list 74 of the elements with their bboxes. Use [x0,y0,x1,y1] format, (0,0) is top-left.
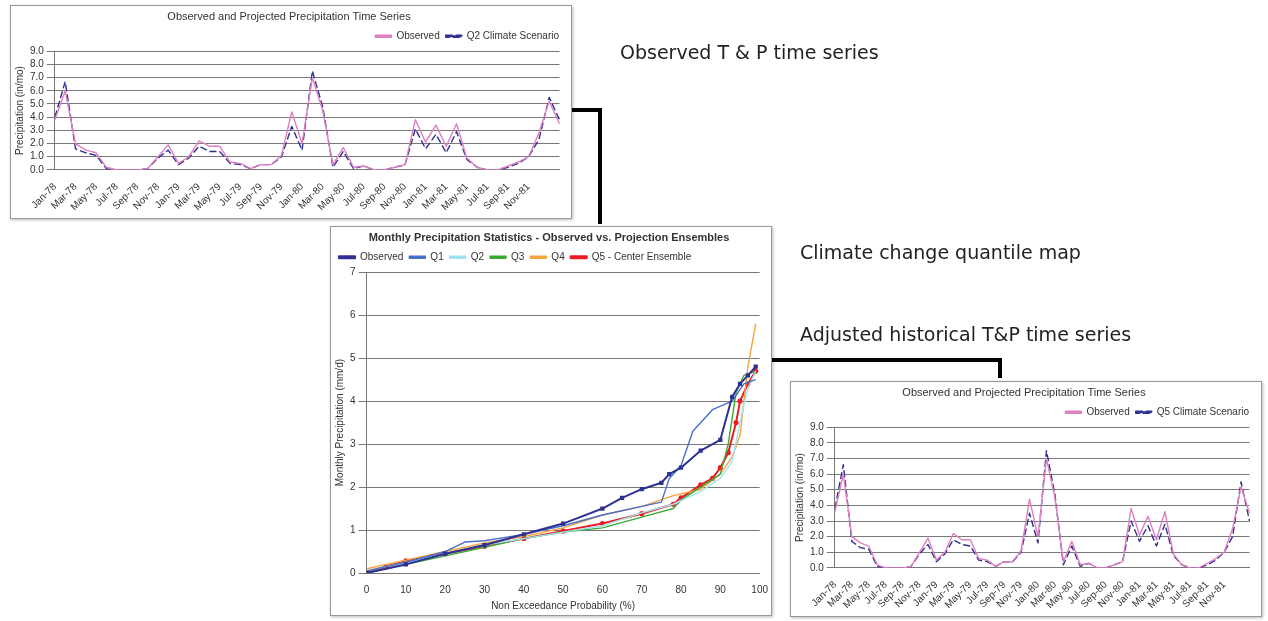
x-axis-title: Non Exceedance Probability (%) [491,599,636,611]
y-tick-label: 1 [350,523,356,535]
y-tick-label: 2.0 [810,530,825,542]
legend-label: Q4 [551,250,566,262]
point [403,562,408,567]
y-tick-label: 4.0 [30,110,45,122]
x-tick-label: 30 [478,583,491,595]
y-tick-label: 3.0 [810,514,825,526]
y-tick-label: 5 [350,351,356,363]
chart-title: Monthly Precipitation Statistics - Observed vs. Projection Ensembles [368,230,730,243]
y-tick-label: 8.0 [30,58,45,70]
y-tick-label: 7.0 [810,452,825,464]
point [718,437,723,442]
point [619,495,625,500]
x-tick-label: 0 [363,583,370,595]
y-tick-label: 9.0 [810,420,825,432]
point [730,394,735,399]
legend-label: Q3 [511,250,525,262]
x-tick-label: 10 [400,583,412,595]
y-tick-label: 1.0 [30,150,45,162]
y-tick-label: 7 [350,265,356,277]
x-tick-label: 80 [675,583,688,595]
y-tick-label: 5.0 [30,97,45,109]
legend-label: Observed [396,29,440,41]
text: Climate change quantile map [800,240,1082,265]
y-tick-label: 4.0 [810,499,825,511]
text: Adjusted historical T&P time series [800,322,1133,347]
y-tick-label: 1.0 [810,546,825,558]
legend-label: Q5 Climate Scenario [1156,405,1250,417]
point [659,480,664,485]
y-tick-label: 6 [350,308,356,320]
x-tick-label: 70 [636,583,648,595]
y-axis-title: Precipitation (in/mo) [13,66,25,156]
legend-label: Observed [360,250,404,262]
point [678,465,684,470]
x-tick-label: 60 [596,583,609,595]
point [560,521,566,526]
legend-label: Q2 Climate Scenario [466,29,560,41]
y-tick-label: 2 [350,480,356,492]
y-tick-label: 4 [350,394,356,406]
chart-title: Observed and Projected Precipitation Time Series [902,385,1147,398]
y-tick-label: 3 [350,437,356,449]
y-tick-label: 8.0 [810,436,825,448]
y-tick-label: 2.0 [30,137,45,149]
x-tick-label: 50 [557,583,570,595]
y-tick-label: 6.0 [30,84,45,96]
x-tick-label: 20 [439,583,452,595]
y-tick-label: 3.0 [30,124,45,136]
legend-label: Q2 [470,250,485,262]
y-tick-label: 0.0 [30,163,45,175]
chart-title: Observed and Projected Precipitation Time Series [167,9,412,22]
point [737,381,743,387]
y-axis-title: Monthly Precipitation (mm/d) [333,358,345,487]
point [521,532,526,537]
legend-label: Q1 [430,250,445,262]
point [698,448,703,453]
y-tick-label: 5.0 [810,483,825,495]
point [745,373,750,378]
legend-label: Q5 - Center Ensemble [591,250,692,262]
y-tick-label: 0 [350,566,356,578]
x-tick-label: 100 [751,583,769,595]
y-tick-label: 7.0 [30,71,45,83]
x-tick-label: 40 [518,583,530,595]
point [667,472,672,477]
y-tick-label: 9.0 [30,44,45,56]
y-tick-label: 0.0 [810,561,825,573]
x-tick-label: 90 [714,583,727,595]
point [753,364,758,369]
y-tick-label: 6.0 [810,467,825,479]
text: Observed T & P time series [620,40,880,65]
legend-label: Observed [1086,405,1130,417]
y-axis-title: Precipitation (in/mo) [793,453,805,543]
point [639,487,644,492]
point [600,506,605,511]
